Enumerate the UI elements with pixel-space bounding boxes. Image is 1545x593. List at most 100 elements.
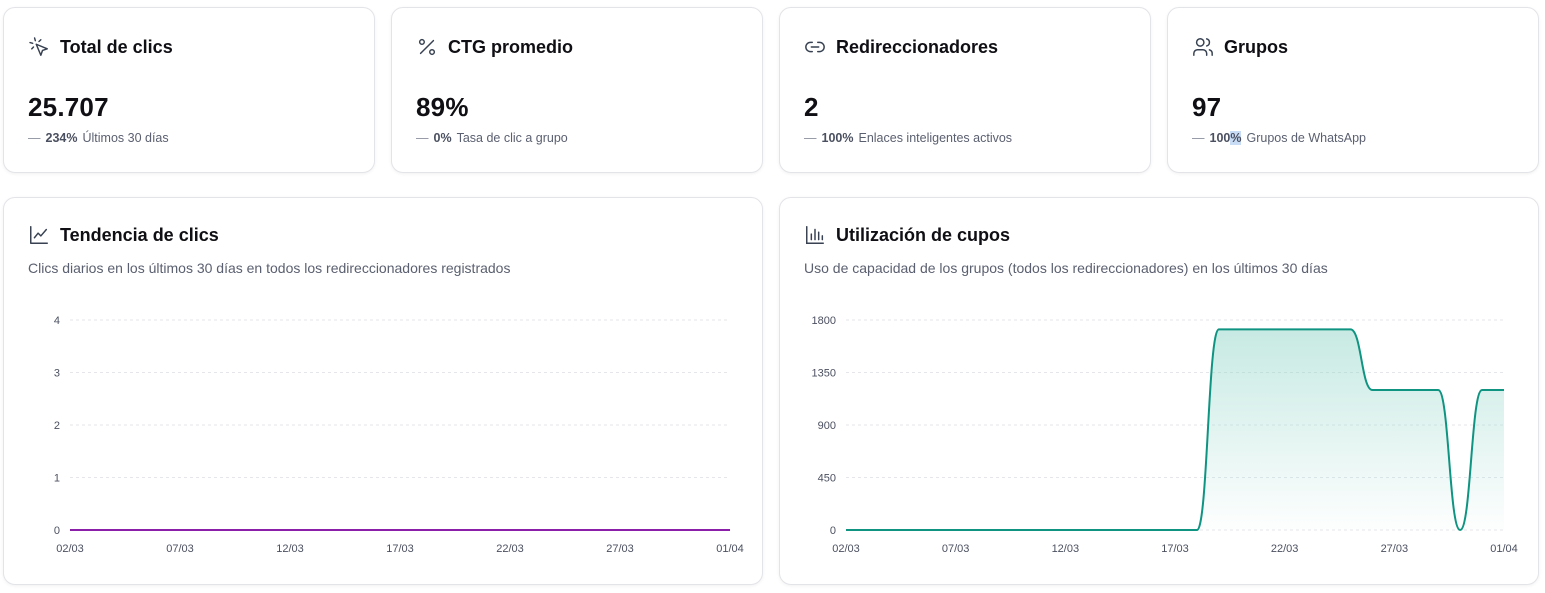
x-tick-label: 07/03 <box>942 543 970 555</box>
data-point <box>887 527 893 533</box>
y-tick-label: 0 <box>54 525 60 537</box>
x-tick-label: 27/03 <box>1381 543 1409 555</box>
data-point <box>727 527 733 533</box>
x-tick-label: 27/03 <box>606 543 634 555</box>
chart-title: Tendencia de clics <box>60 224 219 245</box>
stat-title: Grupos <box>1224 36 1289 57</box>
cursor-click-icon <box>29 37 48 56</box>
data-point <box>1435 387 1441 393</box>
x-tick-label: 12/03 <box>1052 543 1080 555</box>
data-point <box>1304 326 1310 332</box>
data-point <box>1479 387 1485 393</box>
stat-value: 89% <box>416 92 469 122</box>
data-point <box>507 527 513 533</box>
users-icon <box>1193 38 1213 56</box>
data-point <box>573 527 579 533</box>
change-indicator: — <box>1192 131 1205 145</box>
capacity-chart-card: Utilización de cupos Uso de capacidad de… <box>779 197 1539 585</box>
data-point <box>1084 527 1090 533</box>
data-point <box>111 527 117 533</box>
change-percent: 100 <box>1209 131 1231 145</box>
y-tick-label: 900 <box>818 420 836 432</box>
data-point <box>1282 326 1288 332</box>
stat-caption: Grupos de WhatsApp <box>1246 131 1366 145</box>
data-point <box>1106 527 1112 533</box>
link-icon <box>805 41 825 53</box>
data-point <box>639 527 645 533</box>
data-point <box>177 527 183 533</box>
line-chart-icon <box>30 226 48 244</box>
data-point <box>397 527 403 533</box>
data-point <box>199 527 205 533</box>
y-tick-label: 4 <box>54 315 60 327</box>
y-tick-label: 2 <box>54 420 60 432</box>
chart-description: Uso de capacidad de los grupos (todos lo… <box>804 260 1328 276</box>
stat-value: 25.707 <box>28 92 109 122</box>
data-point <box>1172 527 1178 533</box>
data-point <box>1018 527 1024 533</box>
data-point <box>997 527 1003 533</box>
x-tick-label: 02/03 <box>832 543 860 555</box>
selected-text: % <box>1230 131 1242 145</box>
data-point <box>1216 326 1222 332</box>
x-tick-label: 22/03 <box>1271 543 1299 555</box>
data-point <box>931 527 937 533</box>
trend-chart-card: Tendencia de clics Clics diarios en los … <box>3 197 763 585</box>
data-point <box>89 527 95 533</box>
data-point <box>843 527 849 533</box>
data-point <box>1457 527 1463 533</box>
change-percent: 234% <box>45 131 78 145</box>
y-tick-label: 1350 <box>812 368 836 380</box>
data-point <box>441 527 447 533</box>
x-tick-label: 02/03 <box>56 543 84 555</box>
data-point <box>1391 387 1397 393</box>
data-point <box>909 527 915 533</box>
percent-icon <box>418 38 436 56</box>
data-point <box>683 527 689 533</box>
data-point <box>1347 326 1353 332</box>
stat-title: Redireccionadores <box>836 36 999 57</box>
change-indicator: — <box>416 131 429 145</box>
x-tick-label: 01/04 <box>716 543 744 555</box>
chart-description: Clics diarios en los últimos 30 días en … <box>28 260 511 276</box>
y-tick-label: 0 <box>830 525 836 537</box>
change-percent: 0% <box>433 131 452 145</box>
capacity-chart: 0 450 900 1350 1800 02/03 07/03 12/03 17/03 22/03… <box>812 315 1518 555</box>
data-point <box>1150 527 1156 533</box>
data-point <box>529 527 535 533</box>
data-point <box>375 527 381 533</box>
stat-value: 97 <box>1192 92 1222 122</box>
x-tick-label: 01/04 <box>1490 543 1518 555</box>
x-tick-label: 12/03 <box>276 543 304 555</box>
x-tick-label: 17/03 <box>1161 543 1189 555</box>
data-point <box>67 527 73 533</box>
stat-caption: Últimos 30 días <box>82 131 169 145</box>
data-point <box>595 527 601 533</box>
data-point <box>243 527 249 533</box>
stat-card-redirectors: Redireccionadores 2 — 100% Enlaces intel… <box>779 7 1151 173</box>
data-point <box>1062 527 1068 533</box>
data-point <box>485 527 491 533</box>
data-point <box>353 527 359 533</box>
data-point <box>975 527 981 533</box>
data-point <box>1501 387 1507 393</box>
stat-title: CTG promedio <box>448 36 573 57</box>
series-area <box>846 329 1504 530</box>
change-percent: 100% <box>821 131 854 145</box>
x-tick-label: 07/03 <box>166 543 194 555</box>
data-point <box>617 527 623 533</box>
data-point <box>661 527 667 533</box>
series-line <box>846 328 1504 532</box>
data-point <box>309 527 315 533</box>
stat-card-ctg: CTG promedio 89% — 0% Tasa de clic a gru… <box>391 7 763 173</box>
data-point <box>221 527 227 533</box>
data-point <box>1194 527 1200 533</box>
stat-card-groups: Grupos 97 — 100% Grupos de WhatsApp <box>1167 7 1539 173</box>
data-point <box>865 527 871 533</box>
data-point <box>1260 326 1266 332</box>
data-point <box>1413 387 1419 393</box>
data-point <box>953 527 959 533</box>
stat-value: 2 <box>804 92 819 122</box>
change-indicator: — <box>28 131 41 145</box>
data-point <box>419 527 425 533</box>
